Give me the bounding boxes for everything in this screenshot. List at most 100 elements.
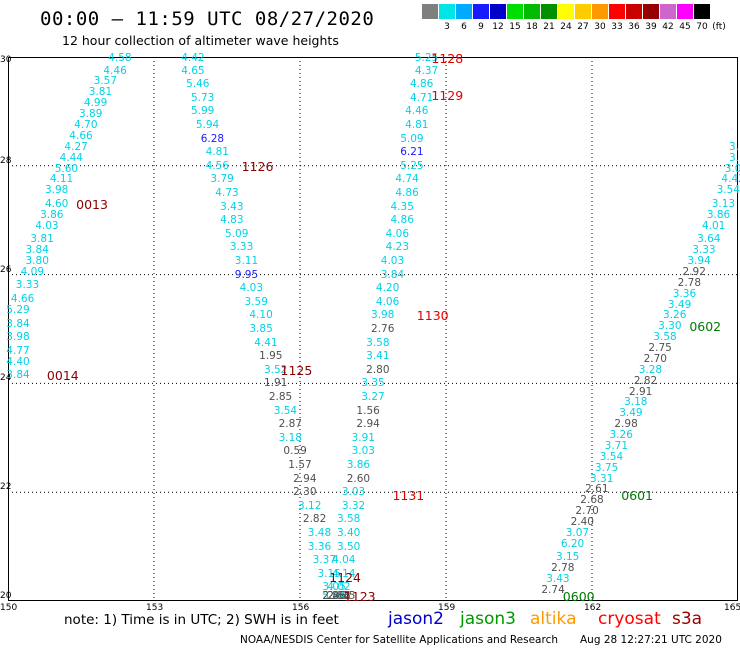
wave-height-point: 3.11 [234, 255, 259, 267]
wave-height-point: 3.15 [555, 551, 580, 564]
satellite-cryosat: cryosat [598, 609, 661, 629]
wave-height-point: 3.0 [724, 162, 740, 175]
pass-time-label: 1126 [241, 158, 274, 174]
wave-height-point: 1.91 [263, 377, 288, 390]
wave-height-point: 4.86 [390, 214, 414, 227]
wave-height-point: 3.81 [30, 233, 54, 246]
wave-height-map[interactable]: 150 153 156 159 162 165 20 22 24 26 28 30 4.58 4.46 3.… [0, 51, 740, 613]
wave-height-point: 4.27 [64, 140, 88, 153]
wave-height-point: 5.09 [225, 227, 249, 240]
wave-height-point: 2.40 [570, 516, 594, 529]
wave-height-point: 3.49 [667, 298, 692, 311]
legend-label: 42 [662, 22, 674, 32]
wave-height-point: 4.46 [405, 105, 429, 118]
wave-height-point: 4.46 [103, 64, 127, 77]
wave-height-point: 4.06 [385, 227, 410, 240]
wave-height-point: 4.81 [405, 119, 429, 131]
wave-height-point: 3.36 [307, 540, 332, 553]
legend-label: 30 [594, 22, 606, 32]
map-grid [8, 57, 738, 601]
wave-height-point: 4.81 [205, 146, 229, 159]
legend-swatch [626, 4, 643, 19]
pass-time-label: 1123 [343, 589, 376, 604]
wave-height-point: 3. [728, 140, 740, 153]
wave-height-point: 3.05 [322, 581, 346, 594]
wave-height-point: 3.71 [604, 439, 629, 452]
y-tick-label: 26 [0, 264, 12, 275]
y-tick-label: 22 [0, 482, 12, 493]
wave-height-point: 2.68 [580, 494, 604, 507]
wave-height-point: 1.57 [288, 459, 312, 471]
wave-height-point: 2.78 [677, 276, 702, 289]
satellite-altika: altika [530, 609, 577, 629]
wave-height-point: 3.98 [6, 331, 30, 344]
wave-height-point: 4.99 [83, 97, 108, 110]
y-tick-label: 28 [0, 155, 12, 166]
wave-height-point: 0.59 [283, 445, 307, 458]
legend-swatch [456, 4, 473, 19]
x-tick-label: 156 [292, 603, 310, 613]
wave-height-point: 2.85 [268, 391, 293, 403]
wave-height-point: 4.41 [254, 336, 278, 349]
wave-height-point: 9.95 [234, 268, 259, 281]
wave-height-point: 2.05 [332, 590, 356, 602]
wave-height-point: 4.35 [390, 200, 414, 213]
wave-height-point: 3.31 [590, 472, 614, 485]
wave-height-point: 2.61 [585, 483, 609, 496]
wave-height-point: 3.80 [25, 255, 49, 267]
wave-height-point: 3.07 [565, 527, 590, 539]
wave-height-point: 3.54 [599, 450, 624, 463]
wave-height-point: 3.54 [716, 184, 740, 197]
pass-time-label: 1125 [280, 362, 313, 378]
legend-label: 9 [478, 22, 484, 32]
legend-label: 45 [679, 22, 691, 32]
wave-height-point: 3.03 [351, 445, 375, 458]
wave-height-point: 3.32 [341, 499, 366, 512]
wave-height-point: 4.44 [59, 151, 83, 164]
wave-height-point: 2.86 [322, 590, 346, 602]
wave-height-point: 4.20 [375, 282, 400, 295]
wave-height-point: 3.81 [88, 86, 113, 99]
legend-label: 12 [492, 22, 504, 32]
wave-height-point: 3.86 [706, 208, 731, 221]
legend-swatch [507, 4, 524, 19]
wave-height-point: 3.26 [609, 429, 633, 442]
wave-height-point: 3.84 [6, 317, 30, 330]
wave-height-point: 3.75 [594, 461, 619, 474]
legend-swatch [575, 4, 592, 19]
wave-height-point: 2.30 [293, 486, 317, 499]
wave-height-point: 2.82 [633, 374, 658, 387]
wave-height-point: 3.48 [307, 527, 332, 539]
legend-label: 39 [645, 22, 657, 32]
wave-height-point: 3.50 [336, 540, 361, 553]
wave-height-point: 3.54 [273, 404, 298, 417]
wave-height-point: 4.23 [385, 241, 410, 254]
legend-label: 15 [509, 22, 521, 32]
wave-height-point: 2.78 [551, 562, 575, 575]
legend-label: 6 [461, 22, 467, 32]
wave-height-point: 3.03 [341, 486, 366, 499]
wave-height-point: 4.74 [395, 173, 419, 186]
wave-height-point: 4.03 [239, 282, 264, 295]
legend-swatch [643, 4, 660, 19]
wave-height-point: 4.86 [409, 78, 434, 91]
wave-height-point: 3.33 [692, 244, 716, 257]
wave-height-point: 5.29 [6, 303, 30, 316]
wave-height-point: 5.46 [186, 78, 210, 91]
wave-height-point: 4.65 [181, 64, 205, 77]
wave-height-point: 2.45 [322, 590, 346, 602]
wave-height-point: 6.28 [200, 132, 225, 145]
wave-height-point: 2.98 [614, 418, 638, 431]
legend-label: 27 [577, 22, 589, 32]
pass-time-label: 1131 [392, 487, 425, 503]
wave-height-point: 3.30 [658, 320, 682, 333]
wave-height-point: 3.89 [79, 108, 103, 121]
y-tick-label: 24 [0, 373, 12, 384]
wave-height-point: 4.04 [332, 554, 356, 567]
x-tick-label: 162 [584, 603, 602, 613]
wave-height-point: 5.25 [400, 159, 424, 172]
wave-height-point: 4.14 [332, 567, 356, 580]
x-tick-label: 150 [0, 603, 18, 613]
wave-height-point: 3.84 [6, 369, 30, 382]
wave-height-point: 3.52 [263, 363, 288, 376]
